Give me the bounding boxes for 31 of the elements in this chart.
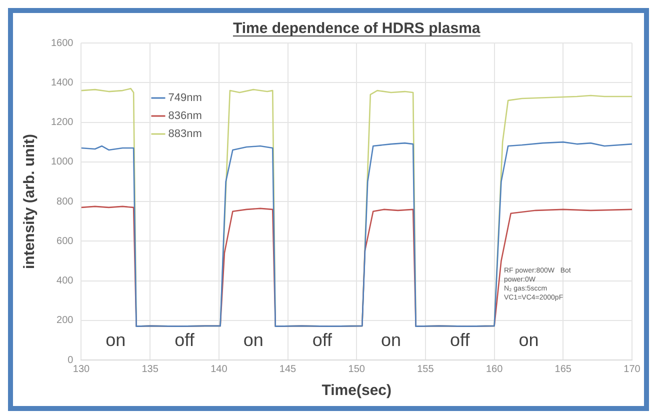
x-tick-label: 150 — [348, 364, 366, 375]
annotation: off — [450, 330, 471, 350]
chart-title: Time dependence of HDRS plasma — [232, 20, 481, 37]
annotation: on — [381, 330, 402, 350]
y-tick-label: 1200 — [50, 117, 74, 128]
y-axis-title: intensity (arb. unit) — [21, 134, 38, 269]
x-axis-title: Time(sec) — [322, 382, 392, 400]
y-tick-label: 600 — [56, 236, 74, 247]
y-tick-label: 1000 — [50, 156, 74, 168]
annotation: on — [518, 330, 539, 350]
annotation: on — [243, 330, 264, 350]
annotation: off — [312, 330, 334, 350]
x-tick-label: 135 — [142, 364, 159, 375]
legend-label: 883nm — [168, 128, 202, 140]
annotation: off — [174, 330, 196, 350]
legend-label: 836nm — [168, 110, 202, 122]
x-tick-label: 145 — [279, 364, 297, 375]
x-tick-label: 155 — [417, 364, 434, 375]
y-tick-label: 200 — [56, 315, 74, 326]
x-tick-label: 160 — [486, 364, 504, 375]
y-tick-label: 1600 — [50, 38, 74, 49]
y-tick-label: 800 — [56, 196, 74, 208]
x-tick-label: 170 — [624, 364, 641, 375]
y-tick-label: 0 — [68, 354, 74, 366]
x-tick-label: 140 — [210, 364, 228, 375]
y-tick-label: 400 — [56, 276, 74, 286]
legend-label: 749nm — [168, 92, 202, 104]
annotation: on — [106, 330, 126, 350]
y-tick-label: 1400 — [50, 77, 74, 88]
x-tick-label: 130 — [72, 364, 90, 375]
x-tick-label: 165 — [554, 364, 572, 375]
